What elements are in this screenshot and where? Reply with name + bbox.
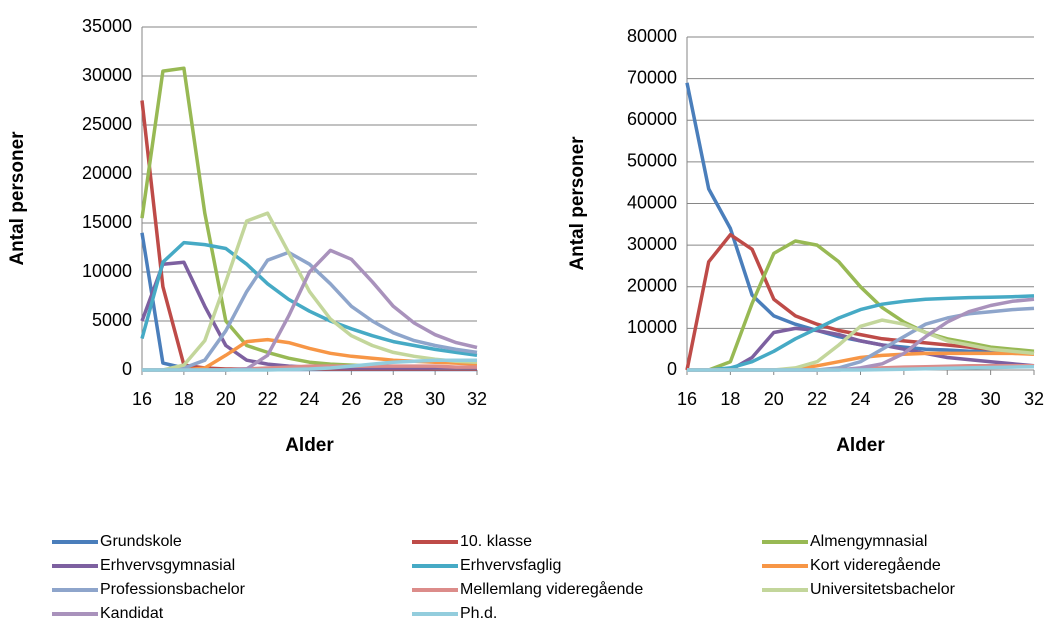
series-line [142, 250, 478, 372]
legend-label: Kandidat [100, 605, 164, 622]
x-tick-label: 22 [258, 389, 278, 409]
x-tick-label: 16 [677, 389, 697, 409]
series-line [687, 294, 1035, 372]
series-line [140, 66, 477, 370]
series-line [142, 358, 477, 372]
x-tick-label: 22 [807, 389, 827, 409]
legend-label: 10. klasse [460, 533, 532, 550]
legend-label: Erhvervsgymnasial [100, 557, 235, 574]
legend-label: Universitetsbachelor [810, 581, 956, 598]
x-tick-label: 20 [764, 389, 784, 409]
y-tick-label: 50000 [627, 151, 677, 171]
y-tick-label: 30000 [82, 65, 132, 85]
y-tick-label: 70000 [627, 67, 677, 87]
y-tick-label: 10000 [627, 317, 677, 337]
y-tick-label: 60000 [627, 109, 677, 129]
series-line [140, 240, 478, 358]
legend-label: Professionsbachelor [100, 581, 246, 598]
y-axis-title: Antal personer [567, 136, 588, 271]
y-tick-label: 5000 [92, 310, 132, 330]
y-tick-label: 20000 [627, 276, 677, 296]
x-axis-title: Alder [285, 435, 334, 456]
x-tick-label: 26 [894, 389, 914, 409]
legend-label: Grundskole [100, 533, 182, 550]
legend-label: Mellemlang videregående [460, 580, 643, 598]
series-line [142, 211, 478, 372]
x-tick-label: 30 [425, 389, 445, 409]
x-tick-label: 18 [174, 389, 194, 409]
legend-label: Almengymnasial [810, 533, 927, 550]
y-tick-label: 25000 [82, 114, 132, 134]
x-tick-label: 28 [383, 389, 403, 409]
y-tick-label: 0 [667, 359, 677, 379]
y-tick-label: 35000 [82, 16, 132, 36]
y-tick-label: 80000 [627, 26, 677, 46]
y-tick-label: 30000 [627, 234, 677, 254]
y-tick-label: 15000 [82, 212, 132, 232]
x-tick-label: 24 [299, 389, 319, 409]
legend-label: Kort videregående [810, 556, 941, 574]
x-tick-label: 32 [467, 389, 487, 409]
x-tick-label: 18 [720, 389, 740, 409]
x-tick-label: 16 [132, 389, 152, 409]
series-line [140, 260, 477, 370]
legend-label: Ph.d. [460, 605, 497, 622]
series-line [687, 364, 1035, 372]
x-axis-title: Alder [836, 435, 885, 456]
series-line [687, 239, 1035, 372]
x-tick-label: 28 [937, 389, 957, 409]
x-tick-label: 26 [341, 389, 361, 409]
series-line [687, 326, 1035, 372]
y-tick-label: 20000 [82, 163, 132, 183]
y-tick-label: 0 [122, 359, 132, 379]
y-axis-title: Antal personer [7, 131, 28, 266]
x-tick-label: 20 [216, 389, 236, 409]
x-tick-label: 30 [981, 389, 1001, 409]
y-tick-label: 10000 [82, 261, 132, 281]
x-tick-label: 24 [850, 389, 870, 409]
legend-label: Erhvervsfaglig [460, 557, 561, 574]
y-tick-label: 40000 [627, 192, 677, 212]
x-tick-label: 32 [1024, 389, 1044, 409]
